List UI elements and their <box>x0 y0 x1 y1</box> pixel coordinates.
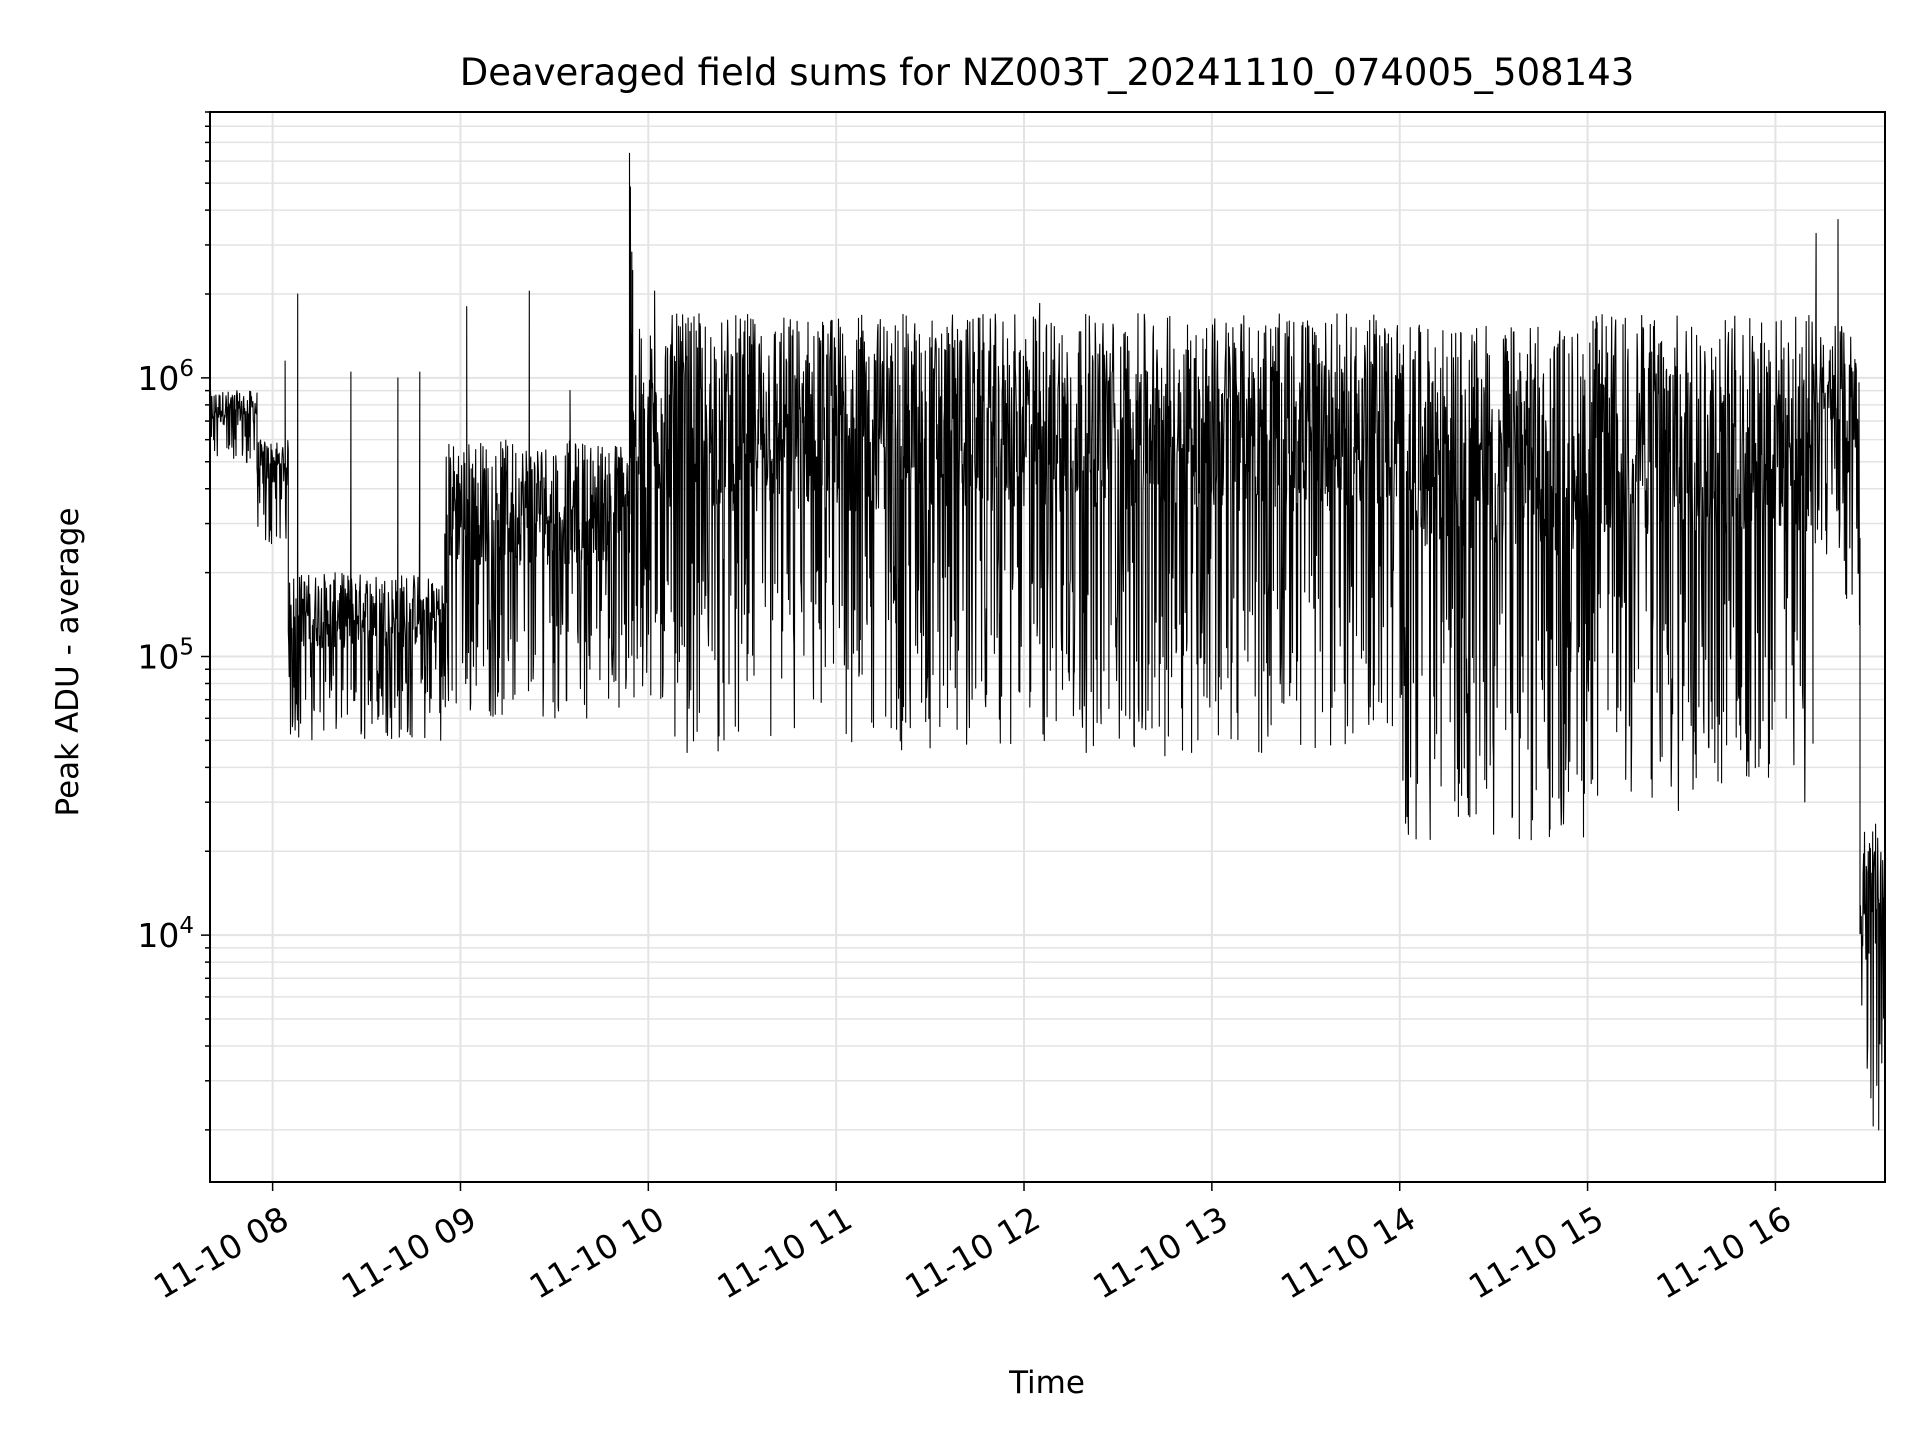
x-tick-label: 11-10 10 <box>523 1199 671 1307</box>
x-axis-label: Time <box>1008 1365 1085 1401</box>
x-tick-label: 11-10 09 <box>335 1199 483 1307</box>
x-tick-label: 11-10 14 <box>1274 1199 1422 1307</box>
y-axis-label: Peak ADU - average <box>50 507 86 816</box>
x-tick-label: 11-10 13 <box>1086 1199 1234 1307</box>
series-line <box>209 152 1886 1131</box>
plot-frame <box>209 111 1886 1183</box>
x-tick-label: 11-10 16 <box>1650 1199 1798 1307</box>
x-tick-label: 11-10 12 <box>898 1199 1046 1307</box>
x-tick-label: 11-10 11 <box>711 1199 859 1307</box>
x-tick-label: 11-10 15 <box>1462 1199 1610 1307</box>
y-axis: 104 105 106 <box>137 111 210 1131</box>
y-tick-label: 104 <box>137 913 194 955</box>
x-axis: 11-10 08 11-10 09 11-10 10 11-10 11 11-10 12… <box>147 1182 1798 1307</box>
y-tick-label: 106 <box>137 356 194 398</box>
y-tick-label: 105 <box>137 634 194 676</box>
series-layer <box>209 152 1886 1131</box>
x-tick-label: 11-10 08 <box>147 1199 295 1307</box>
chart-title: Deaveraged field sums for NZ003T_2024111… <box>460 51 1635 94</box>
